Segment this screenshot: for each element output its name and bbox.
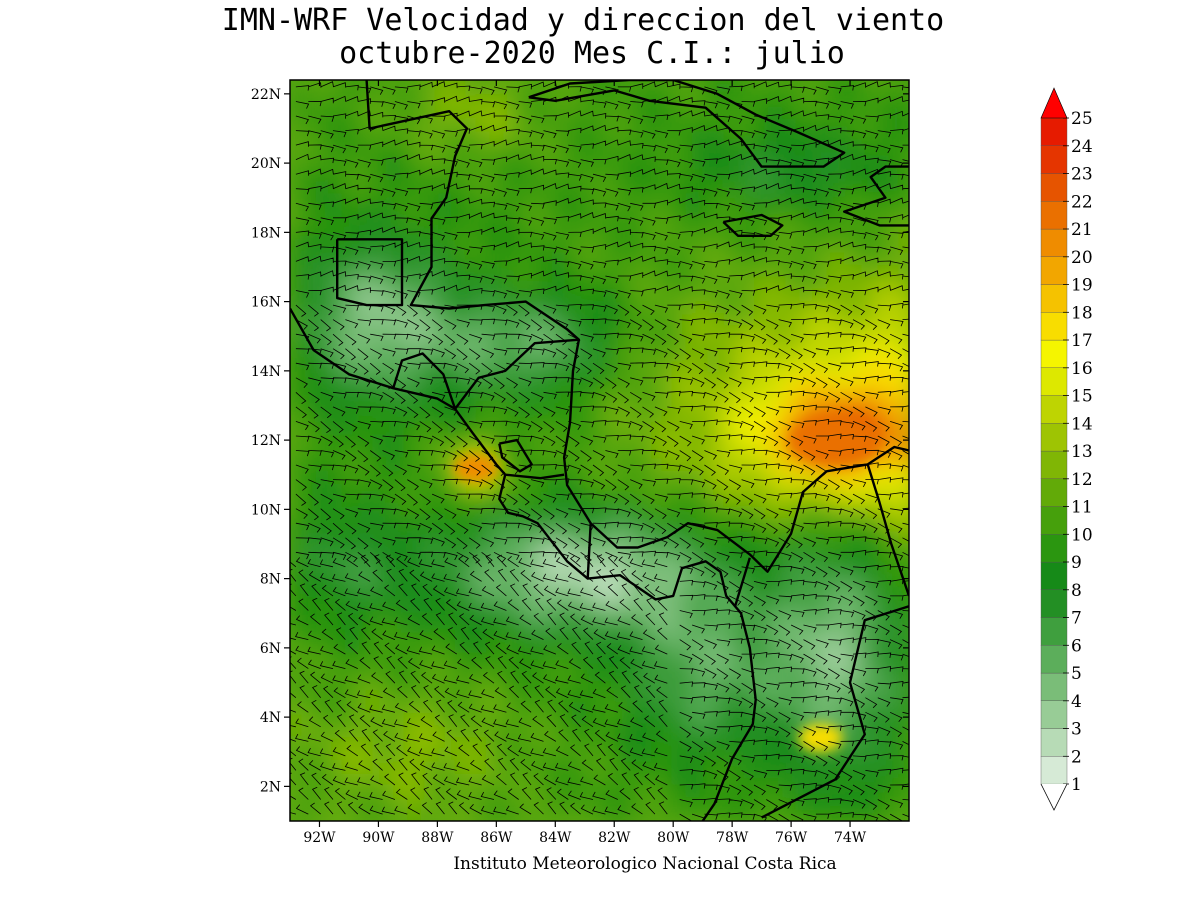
colorbar-label: 21 [1071,220,1093,240]
colorbar-label: 25 [1071,109,1093,129]
colorbar-swatch [1040,478,1068,507]
colorbar-swatch [1040,201,1068,230]
chart-title-line1: IMN-WRF Velocidad y direccion del viento [222,3,944,38]
colorbar-swatch [1040,339,1068,368]
colorbar-label: 12 [1071,470,1093,490]
colorbar-label: 20 [1071,248,1093,268]
speed-maximum [789,414,882,467]
colorbar-swatch [1040,367,1068,396]
colorbar-swatch [1040,423,1068,452]
colorbar-swatch [1040,756,1068,785]
colorbar-label: 3 [1071,720,1082,740]
colorbar-swatch [1040,534,1068,563]
x-tick-label: 80W [657,830,690,846]
coastline-segment [392,352,457,410]
colorbar-swatch [1040,672,1068,701]
y-tick-label: 8N [260,572,281,588]
credit-text: Instituto Meteorologico Nacional Costa R… [453,854,836,874]
x-tick-label: 86W [480,830,513,846]
y-tick-label: 16N [251,295,281,311]
colorbar-label: 2 [1071,747,1082,767]
colorbar-label: 22 [1071,192,1093,212]
x-tick-label: 92W [303,830,336,846]
y-tick-label: 18N [251,225,281,241]
colorbar-label: 10 [1071,525,1093,545]
y-tick-label: 12N [251,433,281,449]
chart-title-line2: octubre-2020 Mes C.I.: julio [339,36,845,71]
y-tick-label: 14N [251,364,281,380]
y-tick-label: 2N [260,779,281,795]
colorbar-swatch [1040,256,1068,285]
colorbar-swatch [1040,312,1068,341]
colorbar-swatch [1040,395,1068,424]
colorbar-label: 19 [1071,276,1093,296]
colorbar-max-arrow [1040,87,1068,119]
colorbar-label: 24 [1071,137,1093,157]
coastline-segment [454,338,579,410]
colorbar-swatch [1040,450,1068,479]
colorbar-label: 15 [1071,387,1093,407]
colorbar-label: 18 [1071,303,1093,323]
colorbar-swatch [1040,117,1068,146]
y-tick-label: 22N [251,87,281,103]
coastline-segment [498,438,533,473]
coastline-segment [336,238,404,307]
x-tick-label: 84W [539,830,572,846]
coastline-segment [505,473,565,480]
colorbar-swatch [1040,145,1068,174]
colorbar-swatch [1040,228,1068,257]
colorbar-label: 5 [1071,664,1082,684]
colorbar-min-arrow [1040,783,1068,811]
wind-barbs [290,81,909,821]
colorbar-label: 6 [1071,636,1082,656]
coastline-segment [528,80,846,168]
map-frame [289,79,910,822]
coastline-segment [586,523,592,579]
y-tick-label: 10N [251,502,281,518]
colorbar-label: 1 [1071,775,1082,795]
x-tick-label: 88W [421,830,454,846]
colorbar-label: 14 [1071,414,1093,434]
colorbar-label: 17 [1071,331,1093,351]
colorbar-swatch [1040,617,1068,646]
coastline-segment [722,213,784,237]
colorbar-swatch [1040,506,1068,535]
colorbar-label: 7 [1071,609,1082,629]
colorbar-label: 9 [1071,553,1082,573]
x-tick-label: 82W [598,830,631,846]
coastline-segment [843,165,909,227]
colorbar-legend: 1234567891011121314151617181920212223242… [1040,87,1093,811]
x-tick-label: 90W [362,830,395,846]
colorbar-label: 8 [1071,581,1082,601]
coastline-segment [761,605,909,819]
colorbar-swatch [1040,589,1068,618]
colorbar-label: 23 [1071,165,1093,185]
colorbar-label: 16 [1071,359,1093,379]
colorbar-swatch [1040,284,1068,313]
colorbar-swatch [1040,728,1068,757]
x-tick-label: 76W [775,830,808,846]
x-tick-label: 78W [716,830,749,846]
coastline-segment [866,464,909,597]
colorbar-swatch [1040,700,1068,729]
speed-maximum [798,723,843,752]
colorbar-label: 13 [1071,442,1093,462]
map-plot-area [290,80,909,821]
y-axis: 2N 4N 6N 8N 10N 12N 14N 16N 18N 20N 22N [251,87,909,795]
colorbar-label: 11 [1071,498,1093,518]
y-tick-label: 4N [260,710,281,726]
y-tick-label: 20N [251,156,281,172]
x-tick-label: 74W [834,830,867,846]
colorbar-swatch [1040,561,1068,590]
colorbar-swatch [1040,173,1068,202]
colorbar-label: 4 [1071,692,1082,712]
x-axis: 92W 90W 88W 86W 84W 82W 80W 78W 76W 74W [303,80,867,846]
y-tick-label: 6N [260,641,281,657]
barb-set [290,81,909,821]
colorbar-swatch [1040,645,1068,674]
wind-speed-field [290,80,909,821]
